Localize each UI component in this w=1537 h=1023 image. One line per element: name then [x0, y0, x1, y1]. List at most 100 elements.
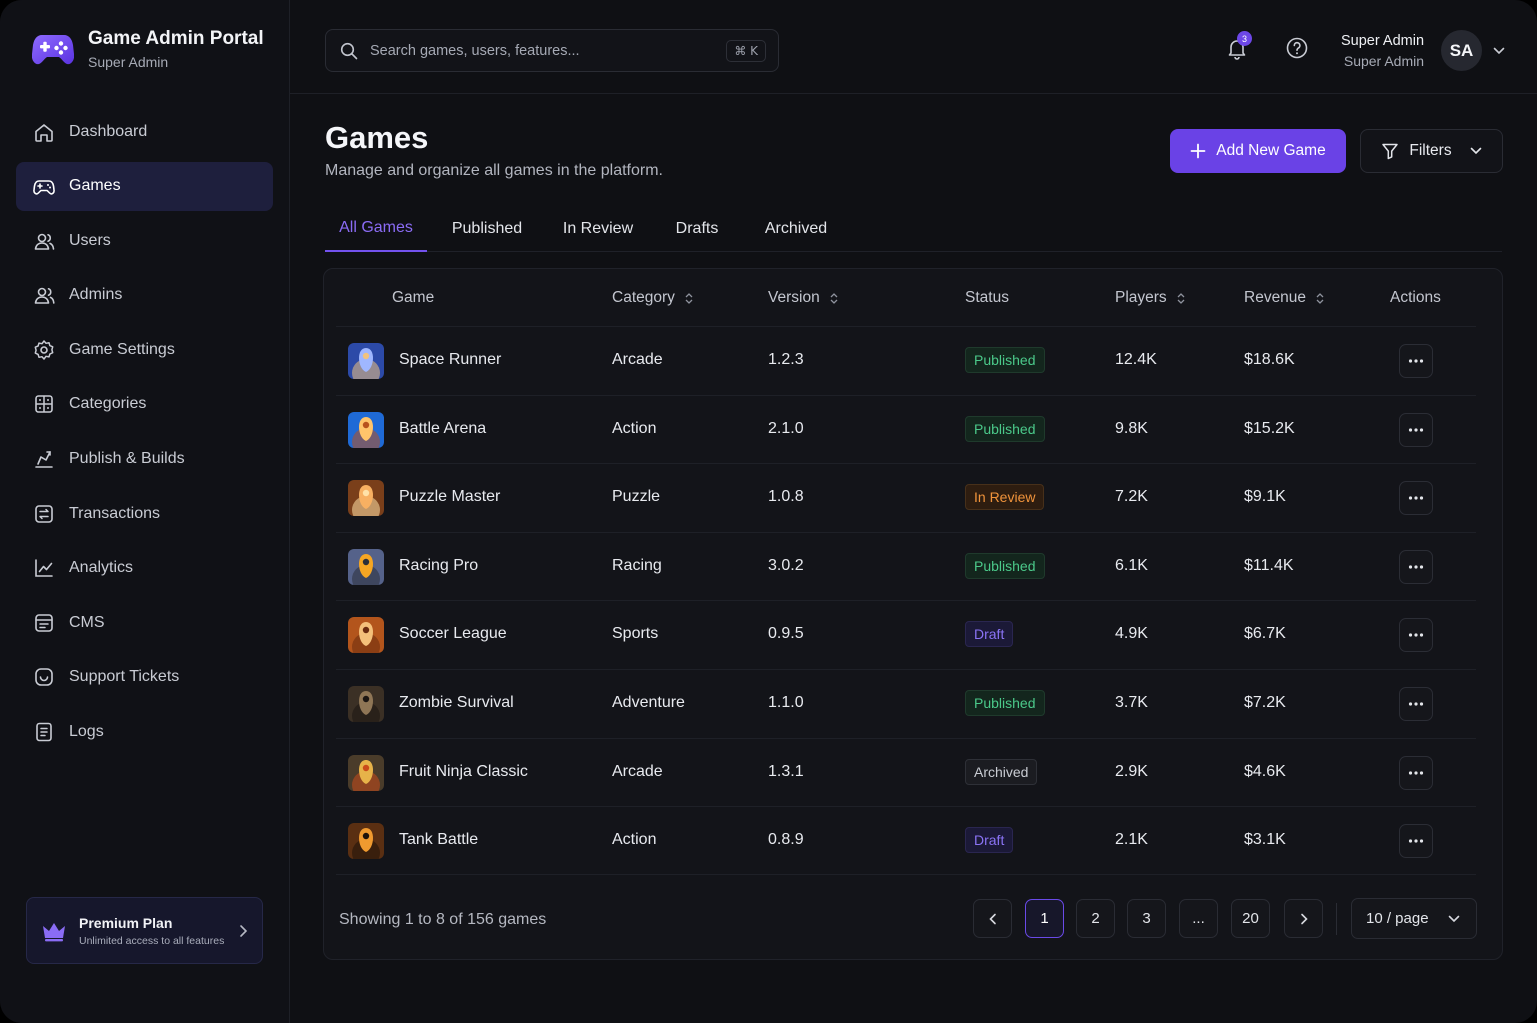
- game-players: 7.2K: [1115, 488, 1148, 506]
- status-tabs: All Games Published In Review Drafts Arc…: [325, 205, 1502, 252]
- game-version: 0.8.9: [768, 831, 804, 849]
- game-version: 1.0.8: [768, 488, 804, 506]
- sidebar-item-users[interactable]: Users: [16, 216, 273, 265]
- sidebar-item-label: Users: [69, 231, 111, 249]
- game-name[interactable]: Space Runner: [399, 351, 502, 368]
- column-header-revenue[interactable]: Revenue: [1244, 289, 1324, 307]
- search-input[interactable]: [370, 42, 715, 59]
- game-revenue: $11.4K: [1244, 556, 1294, 574]
- row-actions-button[interactable]: [1399, 412, 1433, 447]
- game-name[interactable]: Puzzle Master: [399, 488, 501, 506]
- sidebar: Game Admin Portal Super Admin Dashboard G…: [0, 0, 290, 1023]
- game-revenue: $15.2K: [1244, 419, 1295, 437]
- sidebar-item-transactions[interactable]: Transactions: [16, 489, 273, 538]
- game-revenue: $3.1K: [1244, 831, 1286, 849]
- game-category: Racing: [612, 556, 662, 574]
- sidebar-item-games[interactable]: Games: [16, 161, 273, 211]
- more-horizontal-icon: [1408, 565, 1424, 569]
- sidebar-item-game-settings[interactable]: Game Settings: [16, 325, 273, 374]
- sidebar-item-dashboard[interactable]: Dashboard: [16, 107, 273, 156]
- game-name[interactable]: Racing Pro: [399, 556, 479, 574]
- table-row[interactable]: Tank Battle Action 0.8.9 Draft 2.1K $3.1K: [336, 806, 1476, 875]
- tab-drafts[interactable]: Drafts: [675, 219, 719, 237]
- game-name[interactable]: Zombie Survival: [399, 694, 514, 711]
- sidebar-item-cms[interactable]: CMS: [16, 598, 273, 647]
- game-name[interactable]: Fruit Ninja Classic: [399, 762, 528, 780]
- table-row[interactable]: Zombie Survival Adventure 1.1.0 Published 3.…: [336, 669, 1476, 738]
- sidebar-item-admins[interactable]: Admins: [16, 271, 273, 320]
- game-revenue: $18.6K: [1244, 351, 1295, 368]
- page-button-20[interactable]: 20: [1231, 899, 1270, 938]
- tab-published[interactable]: Published: [451, 219, 523, 237]
- column-header-version[interactable]: Version: [768, 289, 838, 307]
- help-button[interactable]: [1285, 36, 1309, 60]
- categories-icon: [35, 395, 53, 414]
- game-players: 9.8K: [1115, 419, 1148, 437]
- table-row[interactable]: Fruit Ninja Classic Arcade 1.3.1 Archived 2.…: [336, 737, 1476, 807]
- column-header-players[interactable]: Players: [1115, 289, 1185, 307]
- game-revenue: $7.2K: [1244, 694, 1286, 711]
- page-button-3[interactable]: 3: [1127, 899, 1166, 938]
- game-version: 0.9.5: [768, 625, 804, 643]
- tab-in-review[interactable]: In Review: [562, 219, 634, 237]
- tab-archived[interactable]: Archived: [764, 219, 828, 237]
- sidebar-item-support-tickets[interactable]: Support Tickets: [16, 653, 273, 702]
- column-header-category[interactable]: Category: [612, 289, 693, 307]
- more-horizontal-icon: [1408, 633, 1424, 637]
- user-menu[interactable]: Super Admin Super Admin SA: [1341, 30, 1505, 71]
- sidebar-item-analytics[interactable]: Analytics: [16, 544, 273, 593]
- more-horizontal-icon: [1408, 839, 1424, 843]
- table-row[interactable]: Battle Arena Action 2.1.0 Published 9.8K $15.…: [336, 394, 1476, 464]
- column-header-actions: Actions: [1390, 289, 1441, 306]
- row-actions-button[interactable]: [1399, 824, 1433, 859]
- column-header-status: Status: [965, 289, 1009, 306]
- table-divider: [336, 874, 1476, 875]
- game-category: Arcade: [612, 351, 663, 368]
- avatar[interactable]: SA: [1441, 30, 1483, 71]
- more-horizontal-icon: [1408, 427, 1424, 432]
- table-row[interactable]: Puzzle Master Puzzle 1.0.8 In Review 7.2K $9.…: [336, 463, 1476, 532]
- game-category: Action: [612, 831, 657, 849]
- add-new-game-button[interactable]: Add New Game: [1170, 129, 1346, 173]
- more-horizontal-icon: [1408, 702, 1424, 706]
- table-row[interactable]: Racing Pro Racing 3.0.2 Published 6.1K $11.4K: [336, 531, 1476, 601]
- page-button-1[interactable]: 1: [1025, 899, 1064, 938]
- row-actions-button[interactable]: [1399, 549, 1433, 584]
- game-version: 3.0.2: [768, 556, 804, 574]
- game-name[interactable]: Soccer League: [399, 625, 507, 643]
- sidebar-nav: Dashboard Games Users Admins Game Settings Ca…: [16, 107, 273, 762]
- sidebar-item-label: Publish & Builds: [69, 450, 185, 468]
- game-name[interactable]: Tank Battle: [399, 831, 479, 849]
- row-actions-button[interactable]: [1399, 687, 1433, 721]
- table-row[interactable]: Soccer League Sports 0.9.5 Draft 4.9K $6.7K: [336, 600, 1476, 669]
- premium-plan-card[interactable]: Premium Plan Unlimited access to all fea…: [26, 897, 263, 964]
- page-button-2[interactable]: 2: [1076, 899, 1115, 938]
- gear-icon: [34, 340, 54, 360]
- game-revenue: $4.6K: [1244, 762, 1286, 780]
- game-players: 2.9K: [1115, 762, 1148, 780]
- game-version: 1.1.0: [768, 694, 804, 711]
- game-version: 1.3.1: [768, 762, 804, 780]
- notifications-button[interactable]: 3: [1225, 31, 1252, 60]
- next-page-button[interactable]: [1284, 899, 1323, 938]
- prev-page-button[interactable]: [973, 899, 1012, 938]
- pagination-ellipsis: ...: [1179, 899, 1218, 938]
- sidebar-item-logs[interactable]: Logs: [16, 708, 273, 757]
- row-actions-button[interactable]: [1399, 344, 1433, 378]
- more-horizontal-icon: [1408, 496, 1424, 500]
- sidebar-item-categories[interactable]: Categories: [16, 380, 273, 429]
- row-actions-button[interactable]: [1399, 618, 1433, 653]
- table-row[interactable]: Space Runner Arcade 1.2.3 Published 12.4K $18…: [336, 326, 1476, 395]
- sidebar-item-publish-and-builds[interactable]: Publish & Builds: [16, 435, 273, 484]
- game-thumbnail: [348, 823, 384, 860]
- tab-all-games[interactable]: All Games: [325, 205, 427, 252]
- row-actions-button[interactable]: [1399, 755, 1433, 790]
- search-box[interactable]: ⌘ K: [325, 29, 779, 72]
- publish-icon: [35, 451, 53, 468]
- crown-icon: [43, 922, 65, 941]
- game-name[interactable]: Battle Arena: [399, 419, 487, 437]
- per-page-select[interactable]: 10 / page: [1351, 898, 1477, 939]
- brand[interactable]: Game Admin Portal Super Admin: [32, 27, 264, 70]
- filters-button[interactable]: Filters: [1360, 129, 1503, 173]
- row-actions-button[interactable]: [1399, 481, 1433, 516]
